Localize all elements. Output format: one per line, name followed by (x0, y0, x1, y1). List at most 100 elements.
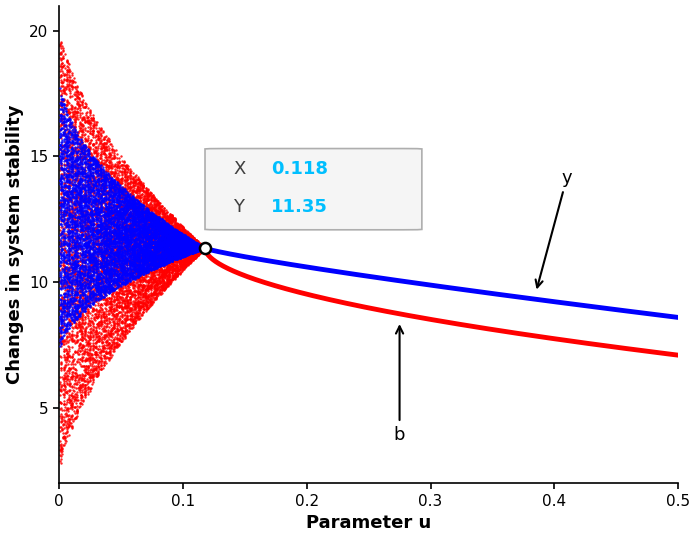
Point (64, 143, 75, 151)
Point (150, 231, 161, 239)
Point (106, 180, 118, 189)
Point (157, 233, 168, 242)
Point (61, 167, 72, 176)
Point (81, 230, 93, 239)
Point (109, 187, 120, 195)
Point (137, 231, 148, 240)
Point (74, 88, 86, 96)
Point (183, 258, 194, 267)
Point (161, 280, 172, 288)
Point (171, 221, 182, 230)
Point (166, 247, 177, 256)
Point (69, 186, 80, 195)
Point (135, 276, 146, 285)
Point (173, 228, 184, 236)
Point (196, 244, 207, 253)
Point (109, 257, 120, 266)
Point (65, 380, 76, 388)
Point (83, 148, 94, 157)
Point (180, 249, 191, 258)
Point (143, 244, 154, 253)
Point (168, 229, 180, 237)
Point (118, 255, 129, 264)
Point (70, 295, 81, 304)
Point (123, 241, 134, 250)
Point (179, 243, 190, 252)
Point (132, 265, 143, 273)
Point (118, 223, 129, 232)
Point (107, 274, 118, 283)
Point (198, 243, 209, 251)
Point (89, 253, 100, 261)
Point (63, 366, 74, 375)
Point (79, 181, 90, 189)
Point (168, 223, 180, 231)
Point (173, 223, 184, 231)
Point (123, 320, 134, 328)
Point (124, 190, 135, 199)
Point (139, 215, 150, 223)
Point (150, 238, 161, 246)
Point (129, 299, 141, 308)
Point (113, 254, 125, 263)
Point (80, 220, 91, 228)
Point (61, 322, 72, 330)
Point (189, 244, 200, 253)
Point (142, 205, 153, 214)
Point (65, 205, 77, 214)
Point (172, 263, 183, 271)
Point (103, 294, 114, 302)
Point (189, 248, 200, 257)
Point (75, 187, 86, 196)
Point (100, 291, 111, 299)
Point (63, 411, 74, 420)
Point (70, 148, 81, 157)
Point (89, 179, 100, 187)
Point (86, 210, 97, 218)
Point (118, 296, 129, 305)
Point (186, 240, 197, 249)
Point (126, 261, 137, 270)
Point (113, 192, 125, 201)
Point (86, 273, 97, 282)
Point (66, 161, 77, 170)
Point (89, 192, 100, 201)
Point (176, 248, 187, 257)
Point (184, 248, 196, 257)
Point (197, 243, 208, 251)
Point (124, 229, 135, 237)
Point (141, 294, 152, 303)
Point (115, 247, 126, 256)
Point (97, 255, 109, 264)
Point (61, 177, 72, 186)
Point (193, 245, 204, 254)
Point (137, 184, 148, 193)
Point (96, 220, 107, 228)
Point (161, 232, 173, 240)
Point (148, 284, 159, 293)
Point (180, 253, 191, 261)
Point (132, 271, 143, 280)
Point (113, 200, 125, 208)
Point (113, 327, 124, 336)
Point (97, 237, 109, 246)
Point (117, 173, 128, 182)
Point (145, 252, 157, 261)
Point (179, 259, 190, 268)
Point (75, 136, 86, 145)
Point (194, 245, 205, 253)
Point (120, 162, 132, 171)
Point (152, 236, 163, 245)
Point (127, 265, 138, 273)
Point (193, 240, 205, 249)
Point (91, 274, 102, 283)
Point (56, 59, 68, 67)
Point (101, 143, 112, 152)
Point (100, 221, 111, 230)
Point (147, 213, 158, 222)
Point (76, 382, 87, 391)
Point (140, 249, 151, 257)
Point (166, 222, 177, 231)
Point (136, 266, 148, 275)
Point (68, 356, 79, 365)
